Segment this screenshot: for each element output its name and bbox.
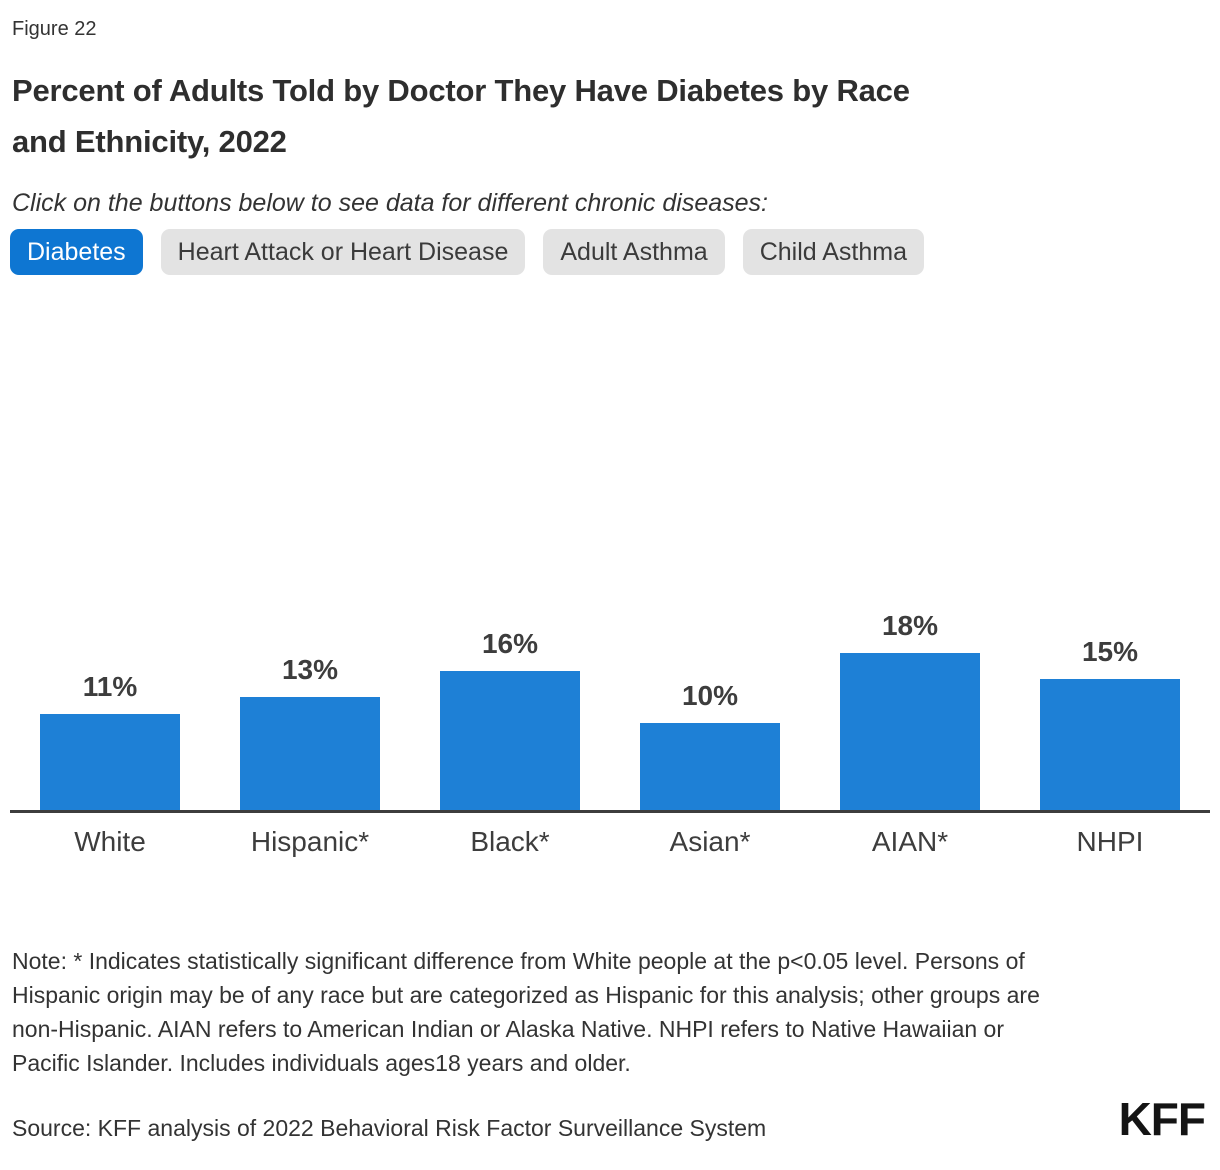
chart-instructions: Click on the buttons below to see data f…	[12, 189, 768, 217]
bar-slot-white: 11%	[10, 671, 210, 810]
tab-heart-attack-or-heart-disease[interactable]: Heart Attack or Heart Disease	[160, 229, 526, 275]
value-label-nhpi: 15%	[1081, 636, 1139, 667]
category-label-hispanic: Hispanic*	[250, 826, 370, 857]
tab-adult-asthma[interactable]: Adult Asthma	[543, 229, 725, 275]
bar-nhpi	[1040, 679, 1180, 810]
chart-footer: Source: KFF analysis of 2022 Behavioral …	[12, 1092, 1206, 1146]
value-label-hispanic: 13%	[281, 654, 339, 685]
bar-aian	[840, 653, 980, 810]
tab-diabetes[interactable]: Diabetes	[10, 229, 143, 275]
bar-slot-aian: 18%	[810, 610, 1010, 810]
bar-asian	[640, 723, 780, 810]
source-text: Source: KFF analysis of 2022 Behavioral …	[12, 1115, 767, 1141]
value-label-white: 11%	[82, 671, 138, 702]
disease-tab-bar: Diabetes Heart Attack or Heart Disease A…	[10, 229, 1210, 275]
value-label-asian: 10%	[681, 680, 739, 711]
bar-slot-asian: 10%	[610, 680, 810, 810]
kff-logo: KFF	[1118, 1093, 1206, 1145]
bar-hispanic	[240, 697, 380, 810]
page-title-line-2: and Ethnicity, 2022	[12, 124, 287, 159]
page-title: Percent of Adults Told by Doctor They Ha…	[12, 65, 1202, 167]
category-label-nhpi: NHPI	[1076, 826, 1144, 857]
page-title-line-1: Percent of Adults Told by Doctor They Ha…	[12, 73, 910, 108]
bar-black	[440, 671, 580, 810]
value-label-black: 16%	[481, 628, 539, 659]
category-axis: White Hispanic* Black* Asian* AIAN* NHPI	[10, 826, 1210, 858]
bar-slot-hispanic: 13%	[210, 654, 410, 810]
tab-child-asthma[interactable]: Child Asthma	[742, 229, 924, 275]
category-label-white: White	[74, 826, 146, 857]
figure-label: Figure 22	[12, 18, 97, 40]
bar-white	[40, 714, 180, 810]
category-label-black: Black*	[470, 826, 550, 857]
bar-chart: 11% 13% 16% 10% 18% 15%	[10, 610, 1210, 858]
x-axis-line	[10, 810, 1210, 813]
value-label-aian: 18%	[881, 610, 939, 641]
bars-area: 11% 13% 16% 10% 18% 15%	[10, 610, 1210, 810]
chart-note: Note: * Indicates statistically signific…	[12, 948, 1040, 1076]
chart-page: Figure 22 Percent of Adults Told by Doct…	[10, 18, 1210, 1146]
bar-slot-black: 16%	[410, 628, 610, 810]
category-label-aian: AIAN*	[871, 826, 949, 857]
bar-slot-nhpi: 15%	[1010, 636, 1210, 810]
category-label-asian: Asian*	[669, 826, 751, 857]
